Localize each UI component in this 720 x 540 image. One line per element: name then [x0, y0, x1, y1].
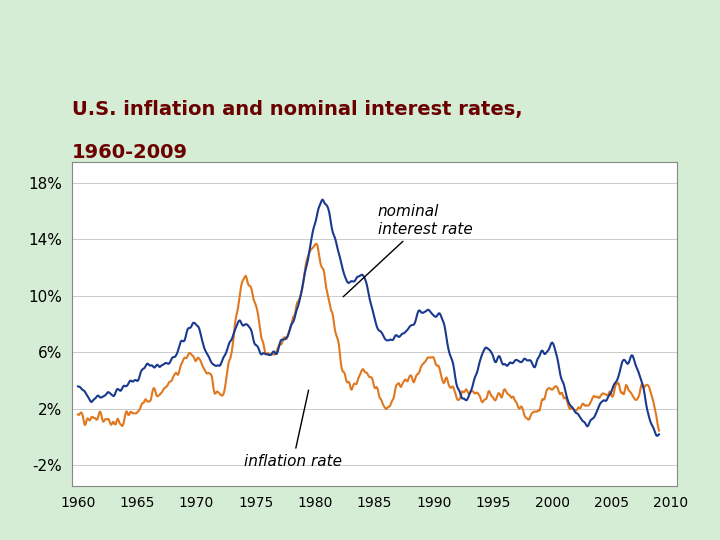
- Text: inflation rate: inflation rate: [244, 390, 342, 469]
- Text: U.S. inflation and nominal interest rates,: U.S. inflation and nominal interest rate…: [72, 100, 523, 119]
- Text: 1960-2009: 1960-2009: [72, 143, 188, 162]
- Text: nominal
interest rate: nominal interest rate: [343, 204, 473, 297]
